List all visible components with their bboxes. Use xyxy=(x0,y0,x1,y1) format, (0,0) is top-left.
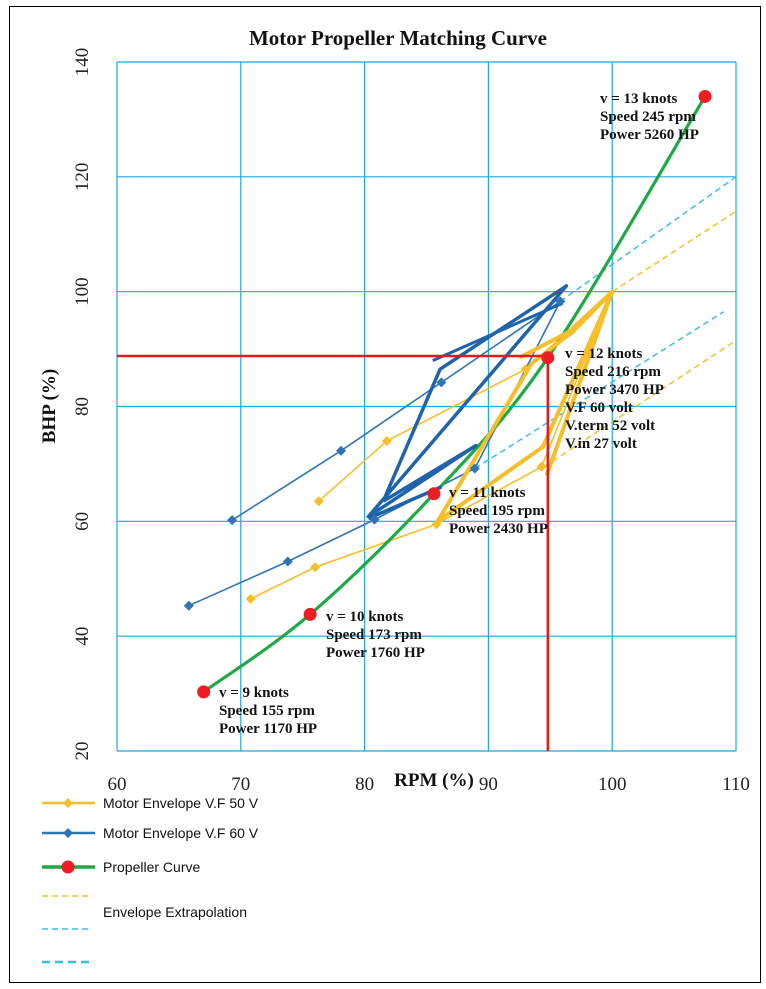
annotation-4-line-2: Power 5260 HP xyxy=(600,127,699,143)
annotation-1-line-0: v = 10 knots xyxy=(326,609,403,625)
annotation-2-line-0: v = 11 knots xyxy=(449,485,526,501)
legend-label-0: Motor Envelope V.F 50 V xyxy=(103,795,259,811)
annotation-3-line-3: V.F 60 volt xyxy=(565,400,633,416)
annotation-0-line-1: Speed 155 rpm xyxy=(219,703,315,719)
y-tick-label-3: 80 xyxy=(72,397,93,416)
legend-label-2: Propeller Curve xyxy=(103,859,200,875)
annotations: v = 9 knots Speed 155 rpm Power 1170 HPv =… xyxy=(219,91,699,737)
extrapolation-line-0 xyxy=(611,210,737,293)
x-tick-label-5: 110 xyxy=(722,774,750,795)
envelope-1-point-0-2 xyxy=(369,514,380,525)
envelope-0-point-1-2 xyxy=(520,364,531,375)
annotation-1: v = 10 knots Speed 173 rpm Power 1760 HP xyxy=(326,609,425,661)
annotation-0: v = 9 knots Speed 155 rpm Power 1170 HP xyxy=(219,685,317,737)
x-tick-label-0: 60 xyxy=(108,774,127,795)
legend: Motor Envelope V.F 50 V Motor Envelope V.… xyxy=(42,795,259,964)
annotation-3-line-2: Power 3470 HP xyxy=(565,382,664,398)
propeller-point-4 xyxy=(698,89,712,103)
annotation-2: v = 11 knots Speed 195 rpm Power 2430 HP xyxy=(449,485,548,537)
y-tick-label-4: 100 xyxy=(72,277,93,306)
chart-title: Motor Propeller Matching Curve xyxy=(249,26,547,50)
propeller-point-2 xyxy=(427,487,441,501)
annotation-1-line-2: Power 1760 HP xyxy=(326,645,425,661)
envelope-1-line-0 xyxy=(188,301,561,607)
annotation-3: v = 12 knots Speed 216 rpm Power 3470 HP V.… xyxy=(565,346,664,452)
extrapolation-line-1 xyxy=(543,339,737,468)
annotation-3-line-5: V.in 27 volt xyxy=(565,436,637,452)
envelope-0-point-0-1 xyxy=(310,562,321,573)
annotation-4: v = 13 knots Speed 245 rpm Power 5260 HP xyxy=(600,91,699,143)
annotation-3-line-4: V.term 52 volt xyxy=(565,418,655,434)
y-tick-label-6: 140 xyxy=(72,48,93,77)
legend-marker-2 xyxy=(61,860,75,874)
propeller-point-0 xyxy=(197,685,211,699)
marker-layer xyxy=(183,89,712,699)
grid xyxy=(116,61,737,752)
y-axis-label: BHP (%) xyxy=(39,369,60,443)
thick-blue-envelope xyxy=(366,284,569,519)
annotation-0-line-2: Power 1170 HP xyxy=(219,721,317,737)
x-axis-label: RPM (%) xyxy=(394,770,474,791)
x-tick-label-2: 80 xyxy=(355,774,374,795)
extrapolation-lines xyxy=(474,176,737,470)
tick-labels: 60 70 80 90 100 110 20 40 60 80 100 120 140 xyxy=(72,48,750,795)
legend-marker-0 xyxy=(63,798,73,808)
envelope-1-point-0-0 xyxy=(183,600,194,611)
y-tick-label-1: 40 xyxy=(72,627,93,646)
thick-yellow-inner xyxy=(518,289,615,477)
legend-label-1: Motor Envelope V.F 60 V xyxy=(103,825,259,841)
x-tick-label-1: 70 xyxy=(231,774,250,795)
x-tick-label-4: 100 xyxy=(598,774,627,795)
extrapolation-line-3 xyxy=(474,311,724,470)
thick-blue-upper xyxy=(432,301,564,362)
envelope-0-point-0-0 xyxy=(245,593,256,604)
annotation-2-line-2: Power 2430 HP xyxy=(449,521,548,537)
y-tick-label-2: 60 xyxy=(72,512,93,531)
y-tick-label-0: 20 xyxy=(72,742,93,761)
extrapolation-line-2 xyxy=(559,176,737,303)
legend-label-3: Envelope Extrapolation xyxy=(103,904,247,920)
annotation-3-line-1: Speed 216 rpm xyxy=(565,364,661,380)
envelope-0-point-1-1 xyxy=(381,435,392,446)
annotation-4-line-0: v = 13 knots xyxy=(600,91,677,107)
envelope-1-point-1-2 xyxy=(436,377,447,388)
propeller-point-3 xyxy=(541,351,555,365)
envelope-0-point-0-2 xyxy=(431,519,442,530)
envelope-0-point-0-3 xyxy=(536,461,547,472)
envelope-1-point-1-0 xyxy=(227,515,238,526)
annotation-0-line-0: v = 9 knots xyxy=(219,685,289,701)
envelope-0-point-1-0 xyxy=(313,496,324,507)
overlay-layer xyxy=(117,284,615,751)
envelope-1-point-0-3 xyxy=(469,463,480,474)
legend-marker-1 xyxy=(63,828,73,838)
annotation-3-line-0: v = 12 knots xyxy=(565,346,642,362)
y-tick-label-5: 120 xyxy=(72,163,93,192)
envelope-1-point-1-3 xyxy=(555,296,566,307)
propeller-point-1 xyxy=(303,607,317,621)
envelope-1-point-1-1 xyxy=(336,445,347,456)
annotation-2-line-1: Speed 195 rpm xyxy=(449,503,545,519)
propeller-curve-line xyxy=(202,95,707,694)
annotation-4-line-1: Speed 245 rpm xyxy=(600,109,696,125)
envelope-1-point-0-1 xyxy=(282,556,293,567)
x-tick-label-3: 90 xyxy=(479,774,498,795)
envelope-1-line-1 xyxy=(231,300,561,521)
annotation-1-line-1: Speed 173 rpm xyxy=(326,627,422,643)
